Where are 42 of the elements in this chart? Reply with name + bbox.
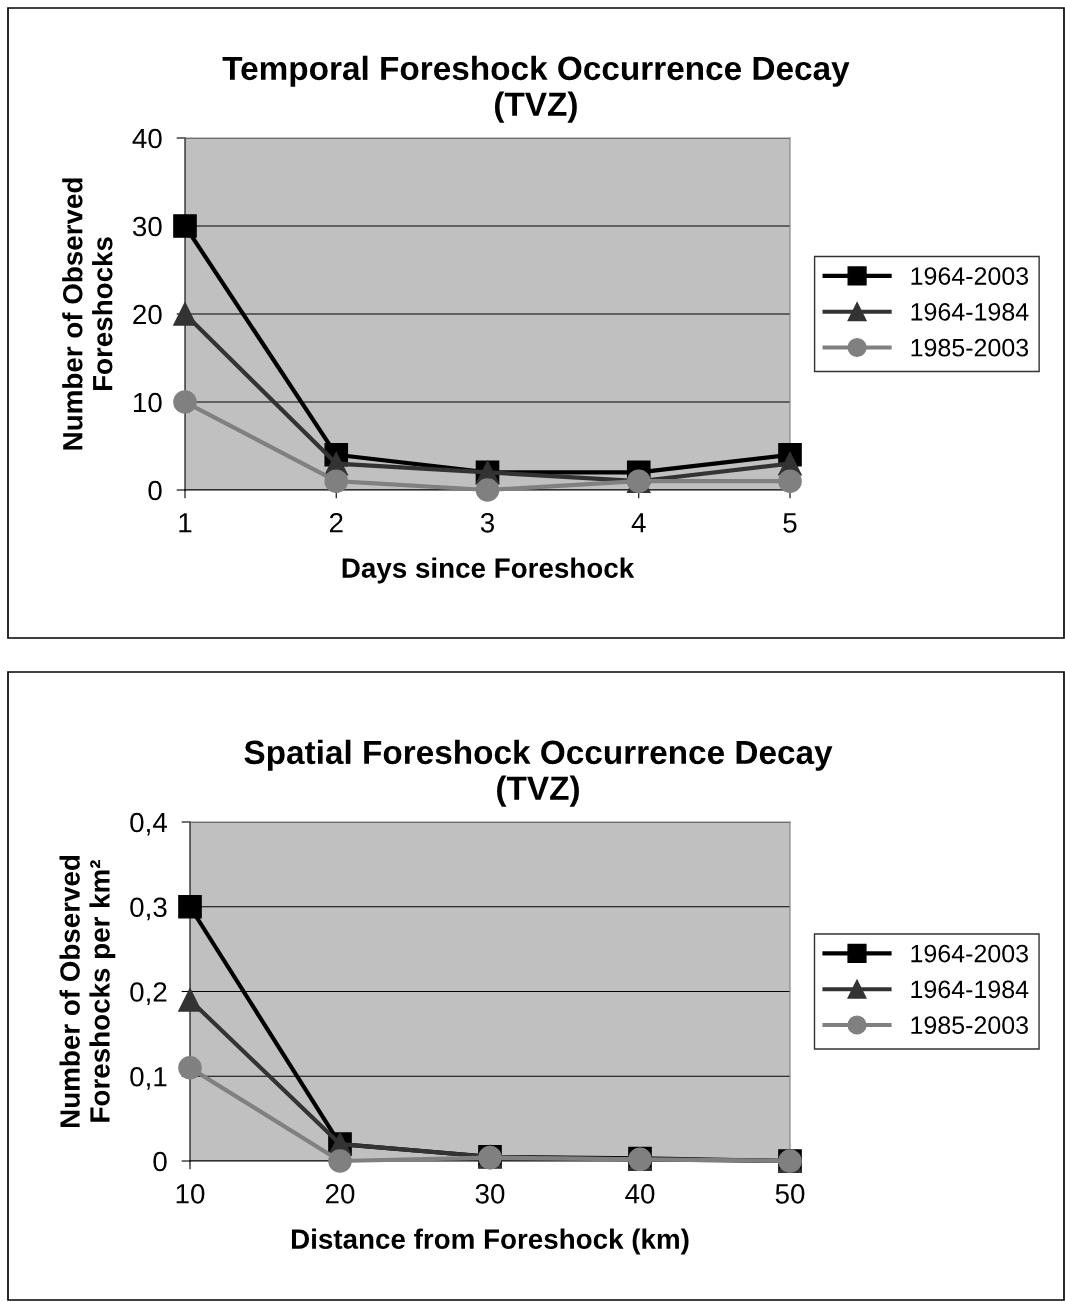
point — [178, 988, 202, 1012]
chart-title: Spatial Foreshock Occurrence Decay (TVZ) — [244, 739, 833, 807]
y-tick-label: 0,1 — [130, 1066, 167, 1090]
y-tick-label: 20 — [133, 304, 162, 325]
x-tick-label: 20 — [325, 1183, 355, 1204]
point — [475, 478, 500, 502]
point — [173, 214, 197, 238]
x-tick-label: 1 — [179, 513, 192, 533]
x-tick-label: 3 — [480, 512, 494, 533]
y-tick-label: 0 — [153, 1151, 167, 1172]
x-tick-label: 10 — [176, 1183, 205, 1204]
y-tick-label: 0,4 — [130, 812, 167, 836]
point — [328, 1149, 352, 1173]
x-tick-label: 2 — [329, 512, 343, 533]
legend-label: 1985-2003 — [911, 1016, 1028, 1035]
x-tick-label: 4 — [631, 513, 646, 533]
x-tick-label: 40 — [625, 1183, 655, 1204]
point — [324, 469, 349, 494]
point — [178, 894, 202, 919]
legend-label: 1964-1984 — [911, 303, 1029, 321]
y-axis-title: Number of Observed Foreshocks — [62, 178, 113, 450]
y-tick-label: 0,3 — [130, 897, 167, 921]
y-axis-title: Number of Observed Foreshocks per km² — [59, 855, 116, 1128]
legend-label: 1964-2003 — [911, 944, 1028, 963]
point — [173, 302, 197, 326]
x-tick-label: 30 — [475, 1183, 505, 1204]
legend-label: 1964-1984 — [911, 980, 1029, 999]
y-tick-label: 30 — [132, 216, 162, 237]
legend-label: 1985-2003 — [911, 338, 1029, 357]
point — [178, 1055, 202, 1080]
y-tick-label: 40 — [132, 128, 162, 149]
x-axis-title: Distance from Foreshock (km) — [291, 1228, 689, 1255]
point — [173, 390, 197, 414]
legend-label: 1964-2003 — [911, 267, 1029, 285]
y-tick-label: 0 — [148, 480, 162, 501]
x-axis-title: Days since Foreshock — [342, 557, 635, 584]
x-tick-label: 5 — [783, 513, 797, 533]
y-tick-label: 0,2 — [130, 982, 167, 1006]
x-tick-label: 50 — [775, 1183, 805, 1204]
y-tick-label: 10 — [134, 392, 162, 413]
chart-title: Temporal Foreshock Occurrence Decay (TVZ) — [222, 55, 850, 123]
point — [778, 469, 802, 494]
